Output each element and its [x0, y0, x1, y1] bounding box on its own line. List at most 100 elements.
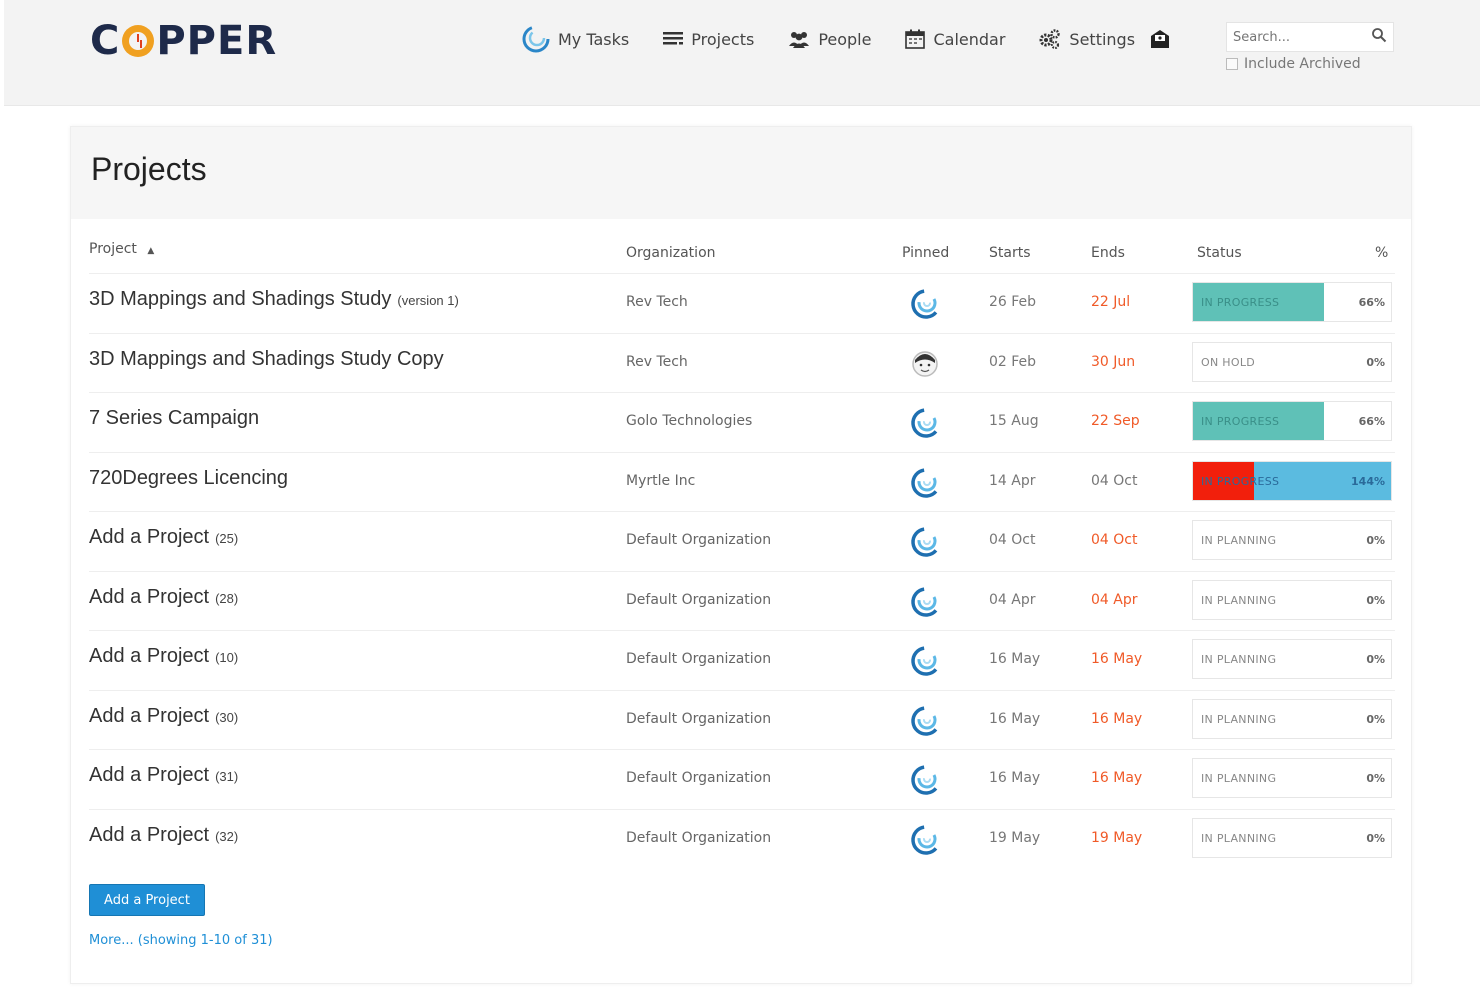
- panel-header: Projects: [71, 127, 1411, 219]
- status-bar: IN PLANNING 0%: [1192, 520, 1392, 560]
- copper-spiral-icon[interactable]: [909, 408, 943, 445]
- project-name-cell[interactable]: 720Degrees Licencing: [89, 467, 294, 490]
- table-row[interactable]: Add a Project (31) Default Organization 1…: [89, 749, 1395, 809]
- organization-name[interactable]: Rev Tech: [626, 353, 688, 370]
- col-ends[interactable]: Ends: [1091, 245, 1125, 261]
- project-name-cell[interactable]: Add a Project (10): [89, 645, 238, 668]
- status-percent: 0%: [1366, 593, 1385, 607]
- organization-name[interactable]: Myrtle Inc: [626, 472, 696, 489]
- col-pinned[interactable]: Pinned: [902, 245, 950, 261]
- col-percent[interactable]: %: [1375, 245, 1389, 261]
- organization-name[interactable]: Rev Tech: [626, 294, 688, 310]
- nav-inbox[interactable]: [1149, 24, 1179, 54]
- add-project-button[interactable]: Add a Project: [89, 884, 205, 916]
- pinned-cell[interactable]: [909, 465, 945, 501]
- project-suffix: (25): [215, 531, 239, 546]
- status-label: IN PROGRESS: [1201, 474, 1280, 488]
- project-suffix: (30): [215, 709, 239, 725]
- nav-my-tasks[interactable]: My Tasks: [522, 24, 629, 54]
- table-row[interactable]: Add a Project (25) Default Organization 0…: [89, 511, 1395, 571]
- end-date: 30 Jun: [1091, 353, 1136, 370]
- project-name[interactable]: 7 Series Campaign: [89, 407, 260, 429]
- nav-projects[interactable]: Projects: [663, 24, 754, 54]
- organization-name[interactable]: Default Organization: [626, 770, 772, 786]
- copper-spiral-icon[interactable]: [909, 765, 943, 802]
- copper-logo[interactable]: C PPER: [90, 18, 277, 64]
- status-percent: 144%: [1351, 474, 1385, 488]
- include-archived[interactable]: Include Archived: [1226, 56, 1394, 72]
- organization-name[interactable]: Default Organization: [626, 532, 772, 548]
- copper-spiral-icon[interactable]: [909, 646, 943, 683]
- start-date: 26 Feb: [989, 294, 1037, 310]
- project-name-cell[interactable]: 3D Mappings and Shadings Study (version 1…: [89, 288, 459, 311]
- project-name[interactable]: Add a Project: [89, 645, 210, 667]
- more-link[interactable]: More... (showing 1-10 of 31): [89, 933, 273, 948]
- table-row[interactable]: 720Degrees Licencing Myrtle Inc 14 Apr 0…: [89, 451, 1395, 512]
- nav-settings-label: Settings: [1069, 29, 1136, 49]
- start-date: 14 Apr: [989, 472, 1036, 489]
- search-input[interactable]: [1233, 29, 1371, 45]
- table-row[interactable]: 3D Mappings and Shadings Study (version 1…: [89, 273, 1395, 333]
- organization-name[interactable]: Golo Technologies: [626, 413, 753, 429]
- copper-spiral-icon[interactable]: [909, 289, 943, 326]
- nav-calendar-label: Calendar: [933, 29, 1006, 49]
- user-avatar-icon[interactable]: [909, 350, 941, 384]
- project-name-cell[interactable]: 3D Mappings and Shadings Study Copy: [89, 348, 450, 371]
- col-status[interactable]: Status: [1197, 245, 1242, 261]
- project-name[interactable]: Add a Project: [89, 704, 210, 727]
- status-overdue-fill: [1193, 461, 1254, 500]
- nav-calendar[interactable]: Calendar: [905, 24, 1005, 54]
- search-box[interactable]: [1226, 22, 1394, 52]
- include-archived-checkbox[interactable]: [1226, 58, 1238, 70]
- project-name[interactable]: Add a Project: [89, 585, 210, 608]
- start-date: 16 May: [989, 651, 1041, 667]
- table-row[interactable]: Add a Project (10) Default Organization 1…: [89, 630, 1395, 690]
- col-organization[interactable]: Organization: [626, 245, 716, 261]
- project-name[interactable]: 3D Mappings and Shadings Study: [89, 288, 392, 310]
- pinned-cell[interactable]: [909, 822, 945, 858]
- project-name[interactable]: 720Degrees Licencing: [89, 466, 289, 489]
- table-row[interactable]: Add a Project (32) Default Organization 1…: [89, 808, 1395, 869]
- organization-name[interactable]: Default Organization: [626, 591, 772, 608]
- nav-people[interactable]: People: [788, 24, 871, 54]
- project-name-cell[interactable]: Add a Project (30): [89, 705, 238, 728]
- pinned-cell[interactable]: [909, 643, 945, 679]
- table-row[interactable]: Add a Project (28) Default Organization 0…: [89, 570, 1395, 631]
- nav-settings[interactable]: Settings: [1039, 24, 1135, 54]
- search-icon[interactable]: [1371, 27, 1387, 47]
- copper-spiral-icon[interactable]: [909, 705, 943, 743]
- projects-panel: Projects Project ▲ Organization Pinned S…: [70, 126, 1412, 984]
- table-row[interactable]: Add a Project (30) Default Organization 1…: [89, 689, 1395, 750]
- pinned-cell[interactable]: [909, 524, 945, 560]
- pinned-cell[interactable]: [909, 286, 945, 322]
- col-starts[interactable]: Starts: [989, 245, 1031, 261]
- project-name[interactable]: Add a Project: [89, 526, 210, 548]
- pinned-cell[interactable]: [909, 584, 945, 620]
- table-row[interactable]: 3D Mappings and Shadings Study Copy Rev …: [89, 332, 1395, 393]
- project-name[interactable]: 3D Mappings and Shadings Study Copy: [89, 347, 444, 370]
- copper-spiral-icon[interactable]: [909, 824, 943, 862]
- pinned-cell[interactable]: [909, 703, 945, 739]
- pinned-cell[interactable]: [909, 762, 945, 798]
- organization-name[interactable]: Default Organization: [626, 710, 772, 727]
- project-name[interactable]: Add a Project: [89, 823, 210, 846]
- project-name[interactable]: Add a Project: [89, 764, 210, 786]
- pinned-cell[interactable]: [909, 346, 945, 382]
- status-label: ON HOLD: [1201, 355, 1256, 369]
- project-name-cell[interactable]: Add a Project (28): [89, 586, 238, 609]
- pinned-cell[interactable]: [909, 405, 945, 441]
- project-name-cell[interactable]: Add a Project (32): [89, 824, 238, 847]
- organization-name[interactable]: Default Organization: [626, 651, 772, 667]
- project-suffix: (28): [215, 590, 239, 606]
- copper-spiral-icon[interactable]: [909, 467, 943, 505]
- table-row[interactable]: 7 Series Campaign Golo Technologies 15 A…: [89, 392, 1395, 452]
- main-nav: My Tasks Projects People: [522, 24, 1213, 54]
- col-project[interactable]: Project ▲: [89, 241, 154, 257]
- copper-spiral-icon[interactable]: [909, 527, 943, 564]
- project-name-cell[interactable]: Add a Project (25): [89, 526, 238, 549]
- copper-spiral-icon[interactable]: [909, 586, 943, 624]
- project-name-cell[interactable]: 7 Series Campaign: [89, 407, 265, 430]
- status-label: IN PLANNING: [1201, 712, 1277, 726]
- project-name-cell[interactable]: Add a Project (31): [89, 764, 238, 787]
- organization-name[interactable]: Default Organization: [626, 829, 772, 846]
